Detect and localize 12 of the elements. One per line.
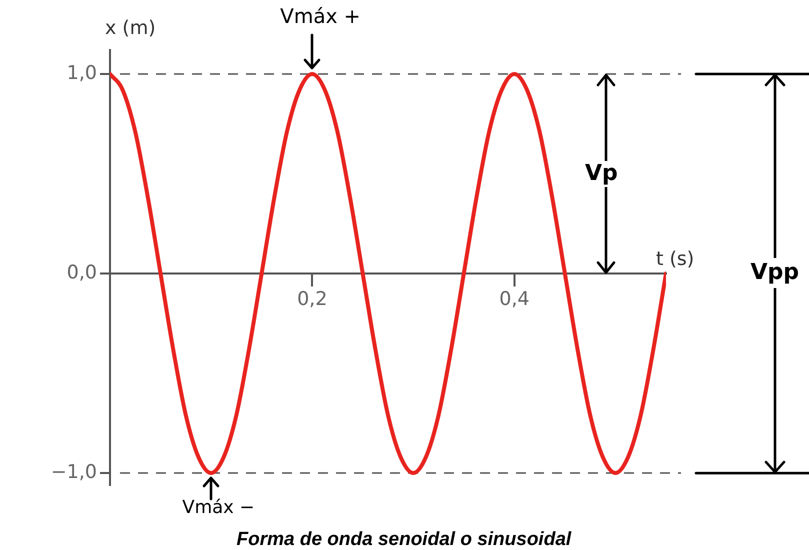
text: Vpp	[750, 258, 800, 288]
x-tick-label: 0,2	[297, 288, 328, 310]
y-tick-label: 0,0	[66, 261, 97, 284]
annotation: Vmáx −	[182, 497, 255, 518]
y-tick-label: 1,0	[66, 62, 97, 84]
x-axis-title: t (s)	[656, 248, 694, 270]
annotation: Vmáx +	[280, 4, 361, 28]
x-tick-label: 0,4	[499, 288, 530, 310]
y-tick-label: −1,0	[50, 460, 97, 483]
y-axis-title: x (m)	[105, 16, 156, 38]
annotation: Vp	[585, 160, 618, 187]
text: Forma de onda senoidal o sinusoidal	[236, 528, 572, 550]
